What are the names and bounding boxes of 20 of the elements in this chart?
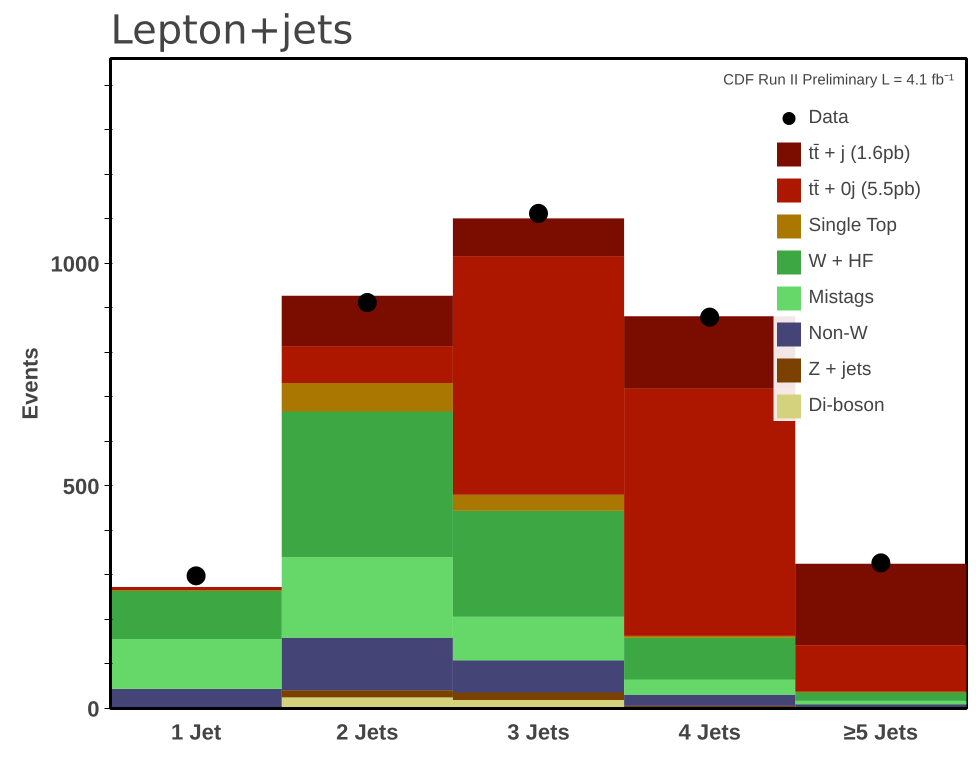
legend-label: Single Top [808,215,897,237]
legend-label: Mistags [808,287,874,309]
chart-title: Lepton+jets [110,8,354,54]
y-axis-title: Events [18,347,43,420]
annotation: CDF Run II Preliminary L = 4.1 fb⁻¹ [723,72,954,88]
legend-label: tt̄ + j (1.6pb) [808,143,910,165]
legend-label: Non-W [808,323,868,345]
legend-label: W + HF [808,251,874,273]
y-tick-label: 500 [62,474,100,499]
x-tick-label: ≥5 Jets [844,720,918,744]
x-tick-label: 3 Jets [507,720,570,744]
legend-label: Z + jets [808,359,872,381]
y-tick-label: 1000 [50,251,100,276]
x-tick-label: 2 Jets [336,720,398,744]
y-tick-label: 0 [87,696,100,722]
x-tick-label: 1 Jet [171,720,222,744]
x-tick-label: 4 Jets [678,720,741,744]
legend-label: Data [808,107,849,129]
legend-label: tt̄ + 0j (5.5pb) [808,179,921,201]
legend-label: Di-boson [808,395,885,417]
